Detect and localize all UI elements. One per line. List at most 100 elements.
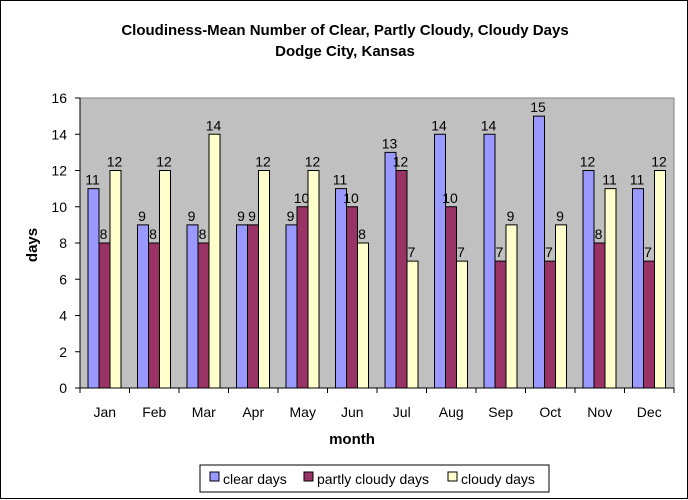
bar-partly-cloudy-days-may [296,206,309,389]
data-label-partly-cloudy-days-apr: 9 [248,208,256,224]
data-label-partly-cloudy-days-sep: 7 [496,244,504,260]
data-label-cloudy-days-sep: 9 [507,208,515,224]
data-label-cloudy-days-feb: 12 [156,154,172,170]
bar-partly-cloudy-days-aug [445,206,457,389]
data-label-clear-days-mar: 9 [188,208,196,224]
legend: clear days partly cloudy days cloudy days [199,464,550,493]
y-tick-label-14: 14 [51,126,67,142]
data-label-cloudy-days-dec: 12 [651,154,667,170]
data-label-partly-cloudy-days-may: 10 [294,190,310,206]
y-tick-label-6: 6 [59,271,67,287]
x-tick-label-dec: Dec [637,404,662,420]
data-label-clear-days-jan: 11 [85,172,100,188]
bar-clear-days-nov [582,170,595,389]
x-axis-label: month [329,431,375,448]
x-tick-label-may: May [290,404,316,420]
y-tick-label-8: 8 [59,235,67,251]
data-label-partly-cloudy-days-dec: 7 [644,244,652,260]
data-label-clear-days-sep: 14 [481,117,497,133]
data-label-clear-days-may: 9 [287,208,295,224]
data-label-clear-days-jun: 11 [333,172,348,188]
data-label-cloudy-days-apr: 12 [255,154,271,170]
data-label-clear-days-apr: 9 [237,208,245,224]
bar-cloudy-days-dec [654,170,666,389]
y-tick-label-0: 0 [59,380,67,396]
data-label-partly-cloudy-days-feb: 8 [149,226,157,242]
bar-cloudy-days-apr [258,170,270,389]
data-label-partly-cloudy-days-oct: 7 [545,244,553,260]
bar-partly-cloudy-days-jun [346,206,358,389]
data-label-clear-days-feb: 9 [138,208,146,224]
bar-cloudy-days-oct [555,224,567,389]
legend-label-clear-days: clear days [223,471,287,487]
data-label-partly-cloudy-days-aug: 10 [442,190,458,206]
bar-partly-cloudy-days-nov [593,242,606,389]
data-label-clear-days-dec: 11 [630,172,645,188]
bar-clear-days-sep [483,133,496,389]
bar-cloudy-days-nov [604,188,617,389]
data-label-partly-cloudy-days-nov: 8 [595,226,603,242]
bar-cloudy-days-jul [406,260,419,389]
x-tick-label-apr: Apr [242,404,264,420]
axes-layer: 0 2 4 6 8 10 12 14 16 Jan Feb Mar Apr May Jun Jul Aug Sep… [51,90,675,420]
y-tick-label-2: 2 [59,344,67,360]
x-tick-label-oct: Oct [539,404,561,420]
x-tick-label-sep: Sep [488,404,513,420]
bar-cloudy-days-jun [357,242,369,389]
y-axis-label: days [24,228,41,262]
plot-area [79,97,675,389]
bar-cloudy-days-may [307,170,320,389]
bar-clear-days-may [285,224,298,389]
x-tick-label-aug: Aug [439,404,464,420]
y-tick-label-16: 16 [51,90,67,106]
bar-cloudy-days-jan [109,170,122,389]
bar-clear-days-aug [434,133,446,389]
bar-clear-days-apr [236,224,248,389]
y-tick-label-10: 10 [51,199,67,215]
x-tick-label-nov: Nov [587,404,612,420]
bar-partly-cloudy-days-oct [544,260,556,389]
data-label-cloudy-days-aug: 7 [457,244,465,260]
bar-cloudy-days-aug [456,260,468,389]
data-label-cloudy-days-mar: 14 [206,117,222,133]
legend-label-partly-cloudy-days: partly cloudy days [317,471,429,487]
bar-partly-cloudy-days-jan [98,242,111,389]
data-label-cloudy-days-nov: 11 [602,172,617,188]
legend-swatch-cloudy-days [447,471,458,482]
bar-partly-cloudy-days-jul [395,170,408,389]
bar-partly-cloudy-days-sep [494,260,507,389]
bars-layer [87,115,666,389]
data-label-partly-cloudy-days-jan: 8 [100,226,108,242]
data-label-cloudy-days-jan: 12 [107,154,123,170]
x-tick-label-feb: Feb [142,404,166,420]
y-tick-label-12: 12 [51,163,67,179]
x-tick-label-jan: Jan [93,404,116,420]
bar-clear-days-mar [186,224,199,389]
legend-swatch-clear-days [209,471,220,482]
bar-clear-days-feb [137,224,149,389]
data-label-clear-days-jul: 13 [382,135,398,151]
chart-title: Cloudiness-Mean Number of Clear, Partly … [121,22,568,39]
x-tick-label-mar: Mar [192,404,216,420]
data-label-cloudy-days-oct: 9 [556,208,564,224]
bar-partly-cloudy-days-apr [247,224,259,389]
data-label-partly-cloudy-days-jun: 10 [343,190,359,206]
data-label-partly-cloudy-days-jul: 12 [393,154,409,170]
bar-partly-cloudy-days-dec [643,260,655,389]
data-label-partly-cloudy-days-mar: 8 [199,226,207,242]
x-tick-label-jul: Jul [393,404,411,420]
bar-cloudy-days-feb [159,170,171,389]
bar-clear-days-jan [87,188,100,389]
legend-swatch-partly-cloudy-days [303,471,314,482]
data-label-cloudy-days-jun: 8 [358,226,366,242]
y-tick-label-4: 4 [59,308,67,324]
bar-clear-days-oct [533,115,545,389]
legend-label-cloudy-days: cloudy days [461,471,535,487]
legend-box [199,464,550,493]
bar-clear-days-jul [384,151,397,389]
data-label-clear-days-aug: 14 [431,117,447,133]
bar-partly-cloudy-days-feb [148,242,160,389]
